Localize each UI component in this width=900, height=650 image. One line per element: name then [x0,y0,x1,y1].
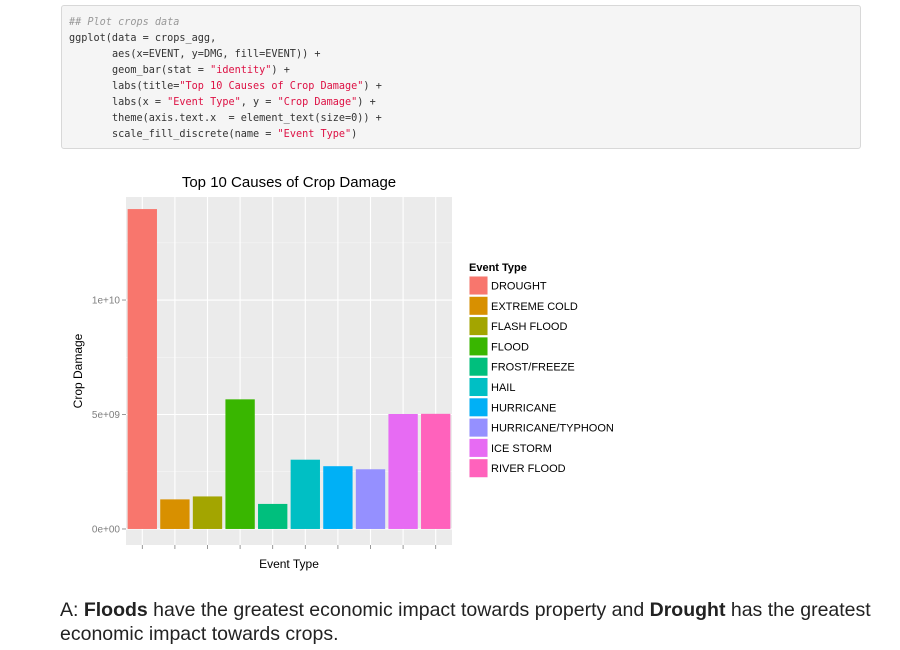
code-line: ## Plot crops data [69,15,860,31]
chart-title: Top 10 Causes of Crop Damage [182,174,396,191]
legend-swatch [469,317,488,336]
y-tick-label: 1e+10 [92,296,121,307]
answer-middle: have the greatest economic impact toward… [147,599,650,621]
code-line: labs(title="Top 10 Causes of Crop Damage… [69,79,860,95]
bar-hurricane-typhoon [355,469,386,529]
bar-flood [225,399,255,529]
legend-label: HAIL [491,382,515,394]
code-token: labs(x = [111,97,168,108]
x-axis-label: Event Type [259,557,319,571]
legend-swatch [469,378,488,396]
legend-swatch [469,357,488,376]
code-line: scale_fill_discrete(name = "Event Type") [69,127,860,143]
code-string: "Event Type" [167,97,241,108]
bar-hurricane [323,466,353,529]
legend-label: FLASH FLOOD [491,321,567,333]
code-token: aes(x=EVENT, y=DMG, fill=EVENT)) + [111,49,321,60]
bar-flash-flood [192,496,223,529]
code-token: ) [351,129,358,140]
y-tick-label: 0e+00 [92,524,121,535]
code-string: "Top 10 Causes of Crop Damage" [179,81,364,92]
code-line: theme(axis.text.x = element_text(size=0)… [69,111,860,127]
legend-label: EXTREME COLD [491,301,578,313]
legend-label: RIVER FLOOD [491,463,566,475]
legend-label: FLOOD [491,341,529,353]
code-token: ) + [271,65,290,76]
code-string: "Event Type" [277,129,352,140]
code-comment: ## Plot crops data [69,17,180,28]
code-token: labs(title= [111,81,180,92]
legend-swatch [469,398,488,417]
code-token: ) + [357,97,376,108]
bar-extreme-cold [160,499,190,529]
legend-label: HURRICANE [491,402,556,414]
legend-swatch [469,276,488,295]
legend-swatch [469,438,488,457]
code-string: "identity" [210,65,272,76]
bar-drought [127,209,157,529]
code-token: ) + [363,81,382,92]
legend-swatch [469,418,488,437]
legend-label: HURRICANE/TYPHOON [491,423,614,435]
bar-frost-freeze [258,503,288,529]
code-line: aes(x=EVENT, y=DMG, fill=EVENT)) + [69,47,860,63]
bar-ice-storm [388,413,418,529]
code-string: "Crop Damage" [277,97,358,108]
legend-label: FROST/FREEZE [491,362,575,374]
answer-text: A: Floods have the greatest economic imp… [60,598,880,646]
code-token: theme(axis.text.x = element_text(size=0)… [111,113,382,124]
legend-swatch [469,337,488,356]
answer-bold-floods: Floods [83,599,148,621]
legend-label: ICE STORM [491,443,552,455]
code-line: geom_bar(stat = "identity") + [69,63,860,79]
code-token: scale_fill_discrete(name = [111,129,278,140]
legend-swatch [469,296,488,315]
code-token: , y = [240,97,278,108]
code-token: ggplot(data = crops_agg, [69,33,217,44]
code-line: labs(x = "Event Type", y = "Crop Damage"… [69,95,860,111]
bar-hail [290,459,320,529]
code-line: ggplot(data = crops_agg, [69,31,860,47]
legend-label: DROUGHT [491,281,547,293]
legend-swatch [469,459,488,478]
code-block: ## Plot crops data ggplot(data = crops_ag… [61,5,861,149]
answer-bold-drought: Drought [649,599,726,621]
answer-prefix: A: [60,599,84,621]
y-tick-label: 5e+09 [92,410,121,421]
legend-title: Event Type [469,262,527,274]
bar-river-flood [421,413,451,529]
code-token: geom_bar(stat = [111,65,211,76]
answer-suffix: has the greatest economic impact towards… [60,599,871,645]
crop-damage-chart: 0e+00 5e+09 1e+10 Top 10 Causes of Crop Dam… [71,174,614,571]
y-axis-label: Crop Damage [71,333,85,408]
